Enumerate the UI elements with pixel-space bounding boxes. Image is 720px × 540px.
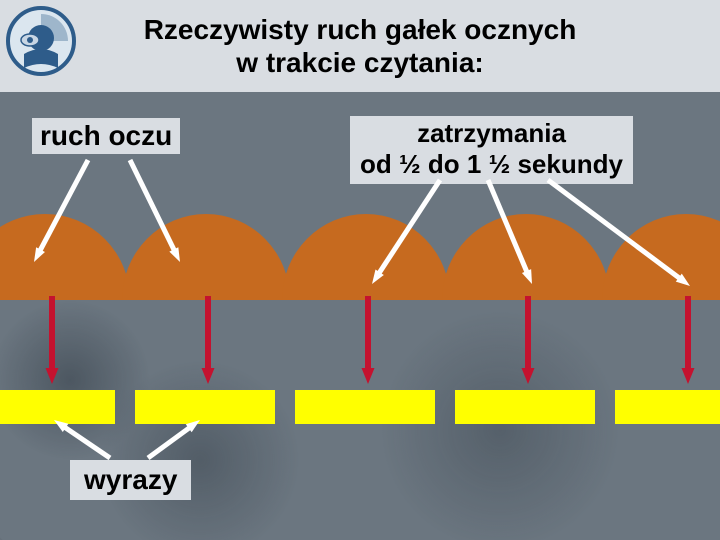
label-wyrazy: wyrazy xyxy=(70,460,191,500)
saccade-arc xyxy=(442,214,610,300)
slide: Rzeczywisty ruch gałek ocznych w trakcie… xyxy=(0,0,720,540)
word-bar xyxy=(0,390,115,424)
label-zatrzymania: zatrzymania od ½ do 1 ½ sekundy xyxy=(350,116,633,184)
saccade-arc xyxy=(0,214,130,300)
title-band: Rzeczywisty ruch gałek ocznych w trakcie… xyxy=(0,0,720,92)
saccade-arc xyxy=(282,214,450,300)
logo-icon xyxy=(6,6,76,76)
word-bar xyxy=(295,390,435,424)
word-bar xyxy=(455,390,595,424)
word-bar xyxy=(135,390,275,424)
arc-row xyxy=(0,210,720,300)
slide-title: Rzeczywisty ruch gałek ocznych w trakcie… xyxy=(144,13,577,79)
label-ruch-oczu: ruch oczu xyxy=(32,118,180,154)
word-bar xyxy=(615,390,720,424)
saccade-arc xyxy=(122,214,290,300)
saccade-arc xyxy=(602,214,720,300)
